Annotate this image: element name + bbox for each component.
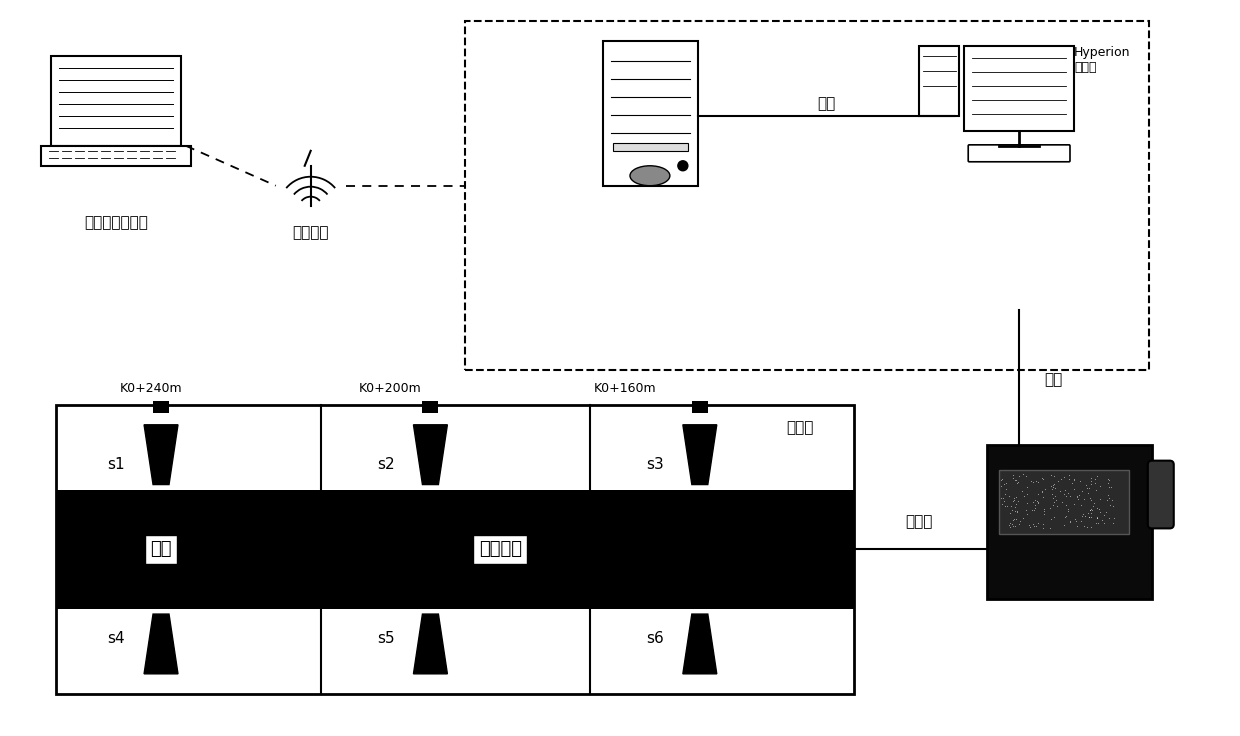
FancyBboxPatch shape <box>51 56 181 146</box>
Polygon shape <box>683 425 717 484</box>
Bar <box>603 41 698 185</box>
Text: 传感器: 传感器 <box>786 420 813 435</box>
Polygon shape <box>144 614 179 674</box>
Bar <box>613 143 688 151</box>
Polygon shape <box>413 425 448 484</box>
Text: s6: s6 <box>646 631 663 646</box>
Text: 电缆线: 电缆线 <box>905 514 932 529</box>
Text: 隊洞: 隊洞 <box>150 540 172 559</box>
Text: s5: s5 <box>377 631 394 646</box>
Bar <box>153 401 169 413</box>
Text: s1: s1 <box>108 457 125 472</box>
Bar <box>56 489 854 609</box>
Bar <box>153 662 169 674</box>
Bar <box>423 662 439 674</box>
Bar <box>692 401 708 413</box>
Bar <box>692 662 708 674</box>
Text: K0+200m: K0+200m <box>360 382 422 395</box>
Text: 无线传输: 无线传输 <box>293 225 329 241</box>
Text: 网线: 网线 <box>817 96 836 111</box>
Bar <box>465 21 1148 370</box>
Text: s2: s2 <box>377 457 394 472</box>
Bar <box>965 46 1074 131</box>
FancyBboxPatch shape <box>1148 461 1174 528</box>
Polygon shape <box>413 614 448 674</box>
Text: s4: s4 <box>108 631 125 646</box>
Bar <box>56 405 854 694</box>
Bar <box>999 470 1128 534</box>
Bar <box>919 46 960 116</box>
Text: 双江口营地中心: 双江口营地中心 <box>84 216 148 230</box>
Circle shape <box>678 160 688 171</box>
Text: s3: s3 <box>646 457 663 472</box>
FancyBboxPatch shape <box>41 146 191 166</box>
Polygon shape <box>144 425 179 484</box>
Bar <box>423 401 439 413</box>
Ellipse shape <box>630 166 670 185</box>
Text: Hyperion
计算机: Hyperion 计算机 <box>1074 46 1131 74</box>
Text: 网线: 网线 <box>1044 372 1063 387</box>
Text: K0+240m: K0+240m <box>120 382 182 395</box>
Bar <box>987 445 1152 599</box>
Polygon shape <box>683 614 717 674</box>
Text: 进尺方向: 进尺方向 <box>479 540 522 559</box>
FancyBboxPatch shape <box>968 145 1070 162</box>
Text: K0+160m: K0+160m <box>594 382 656 395</box>
